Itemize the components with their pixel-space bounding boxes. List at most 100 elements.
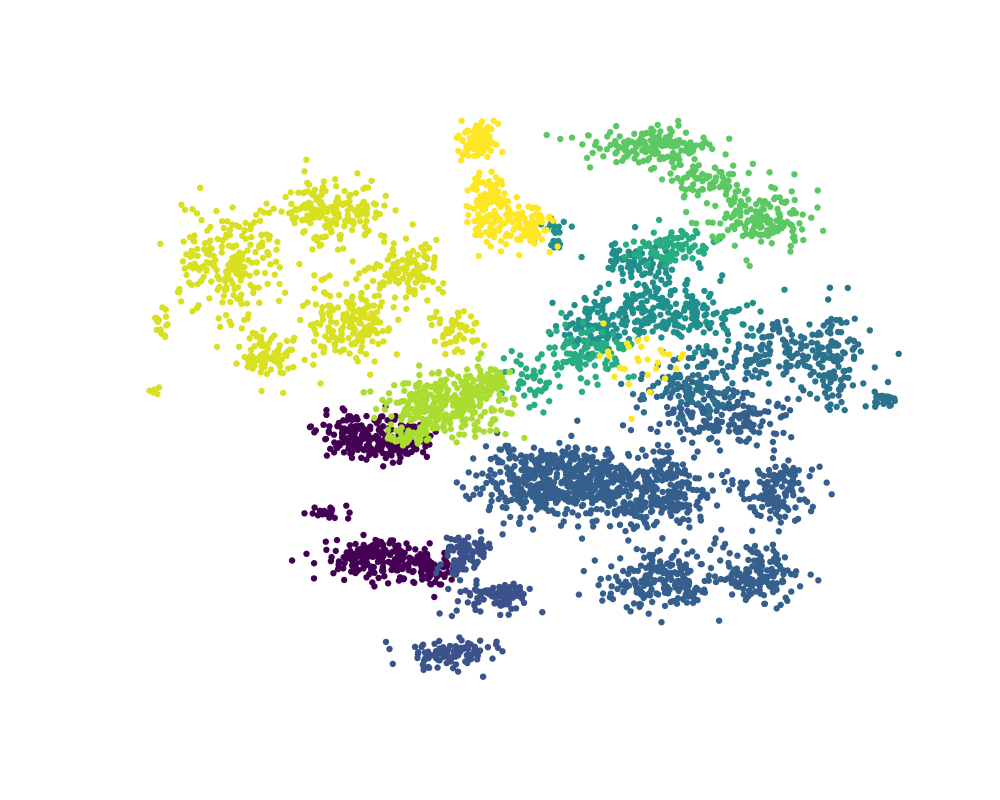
scatter-point-series-8 [382, 272, 389, 279]
scatter-point-series-4 [668, 266, 676, 273]
scatter-point-series-9 [467, 139, 475, 146]
scatter-point-series-7 [425, 435, 432, 442]
scatter-point-series-2 [760, 472, 767, 479]
scatter-point-series-5 [584, 344, 591, 351]
scatter-point-series-2 [654, 428, 661, 435]
scatter-point-series-9 [502, 241, 510, 248]
scatter-point-series-8 [236, 343, 243, 350]
scatter-point-series-8 [311, 285, 318, 292]
scatter-point-series-0 [348, 449, 356, 456]
scatter-point-series-6 [741, 223, 749, 230]
scatter-point-series-8 [302, 189, 309, 196]
scatter-point-series-8 [448, 318, 456, 326]
scatter-point-series-2 [700, 396, 708, 403]
scatter-point-series-6 [783, 218, 791, 225]
scatter-point-series-2 [593, 505, 600, 513]
scatter-point-series-8 [194, 245, 201, 253]
scatter-point-series-2 [555, 462, 562, 469]
scatter-point-series-8 [299, 302, 307, 309]
scatter-point-series-2 [586, 493, 593, 500]
scatter-point-series-2 [580, 567, 587, 575]
scatter-point-series-2 [606, 488, 613, 495]
scatter-point-series-0 [323, 406, 330, 414]
scatter-point-series-4 [604, 335, 611, 342]
scatter-point-series-8 [350, 217, 357, 225]
scatter-point-series-2 [512, 481, 519, 488]
scatter-point-series-2 [707, 546, 714, 553]
scatter-point-series-2 [527, 466, 534, 474]
scatter-point-series-8 [439, 289, 447, 296]
scatter-point-series-2 [648, 502, 655, 510]
scatter-point-series-2 [639, 547, 647, 554]
scatter-point-series-8 [311, 338, 318, 345]
scatter-point-series-8 [271, 271, 278, 278]
scatter-point-series-2 [779, 566, 786, 574]
scatter-point-series-6 [683, 208, 690, 216]
scatter-point-series-2 [788, 571, 795, 578]
scatter-point-series-3 [789, 337, 796, 345]
scatter-point-series-2 [713, 502, 721, 509]
scatter-point-series-2 [497, 490, 505, 497]
scatter-point-series-8 [214, 286, 221, 294]
scatter-point-series-2 [595, 581, 602, 589]
scatter-point-series-2 [672, 494, 680, 501]
scatter-point-series-4 [616, 310, 623, 317]
scatter-point-series-8 [337, 348, 344, 355]
scatter-point-series-9 [455, 132, 462, 139]
scatter-point-series-3 [871, 364, 878, 371]
scatter-point-series-0 [340, 565, 347, 572]
scatter-point-series-1 [415, 649, 422, 656]
scatter-point-series-4 [636, 266, 643, 273]
scatter-point-series-4 [682, 287, 689, 294]
scatter-point-series-6 [699, 177, 706, 185]
scatter-point-series-3 [769, 321, 776, 328]
scatter-point-series-6 [771, 225, 778, 232]
scatter-point-series-8 [152, 314, 159, 322]
scatter-point-series-0 [367, 425, 374, 433]
scatter-point-series-4 [619, 277, 627, 285]
scatter-point-series-7 [453, 439, 460, 446]
scatter-point-series-1 [389, 660, 396, 668]
scatter-point-series-6 [721, 214, 729, 222]
scatter-point-series-7 [510, 395, 517, 402]
scatter-point-series-6 [612, 137, 619, 145]
scatter-point-series-3 [714, 399, 721, 407]
scatter-point-series-6 [640, 157, 647, 165]
scatter-point-series-7 [405, 380, 412, 387]
scatter-point-series-0 [334, 565, 342, 573]
scatter-point-series-2 [705, 424, 713, 431]
scatter-point-series-9 [488, 221, 495, 228]
scatter-point-series-8 [221, 278, 229, 285]
scatter-point-series-9 [497, 248, 505, 255]
scatter-point-series-2 [730, 421, 738, 428]
scatter-point-series-0 [419, 449, 427, 456]
scatter-point-series-2 [470, 491, 477, 498]
scatter-point-series-2 [576, 475, 584, 482]
scatter-point-series-7 [468, 415, 475, 422]
scatter-point-series-2 [637, 587, 644, 594]
scatter-point-series-2 [465, 469, 472, 476]
scatter-point-series-2 [630, 600, 638, 607]
scatter-point-series-8 [176, 285, 183, 293]
scatter-point-series-9 [538, 236, 545, 243]
scatter-point-series-2 [782, 594, 789, 601]
scatter-point-series-8 [281, 289, 289, 296]
scatter-point-series-3 [821, 389, 829, 396]
scatter-point-series-8 [370, 319, 378, 326]
scatter-point-series-8 [333, 183, 340, 190]
scatter-point-series-7 [476, 374, 483, 381]
scatter-point-series-8 [187, 261, 194, 269]
scatter-point-series-8 [183, 271, 190, 279]
scatter-point-series-8 [370, 200, 378, 207]
scatter-point-series-2 [763, 567, 771, 574]
scatter-point-series-2 [498, 479, 506, 486]
scatter-point-series-0 [326, 423, 333, 430]
scatter-point-series-2 [590, 523, 597, 530]
scatter-point-series-9 [521, 215, 528, 222]
scatter-point-series-2 [743, 479, 750, 486]
scatter-point-series-2 [684, 551, 691, 558]
scatter-point-series-8 [350, 330, 357, 337]
scatter-point-series-5 [560, 358, 567, 366]
scatter-point-series-0 [341, 407, 348, 414]
scatter-point-series-2 [627, 426, 635, 434]
